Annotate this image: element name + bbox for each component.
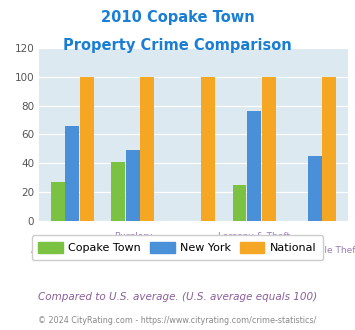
Bar [201, 77, 215, 221]
Text: Burglary: Burglary [114, 232, 152, 241]
Text: © 2024 CityRating.com - https://www.cityrating.com/crime-statistics/: © 2024 CityRating.com - https://www.city… [38, 316, 317, 325]
Bar [233, 185, 246, 221]
Bar [51, 182, 65, 221]
Text: All Property Crime: All Property Crime [31, 246, 114, 255]
Text: Property Crime Comparison: Property Crime Comparison [63, 38, 292, 53]
Text: 2010 Copake Town: 2010 Copake Town [100, 10, 255, 25]
Bar [80, 77, 94, 221]
Bar [65, 126, 79, 221]
Text: Larceny & Theft: Larceny & Theft [218, 232, 290, 241]
Bar [322, 77, 336, 221]
Bar [126, 150, 140, 221]
Text: Motor Vehicle Theft: Motor Vehicle Theft [271, 246, 355, 255]
Bar [141, 77, 154, 221]
Bar [111, 162, 125, 221]
Bar [247, 112, 261, 221]
Text: Compared to U.S. average. (U.S. average equals 100): Compared to U.S. average. (U.S. average … [38, 292, 317, 302]
Bar [262, 77, 275, 221]
Legend: Copake Town, New York, National: Copake Town, New York, National [32, 235, 323, 260]
Text: Arson: Arson [181, 246, 206, 255]
Bar [308, 156, 322, 221]
